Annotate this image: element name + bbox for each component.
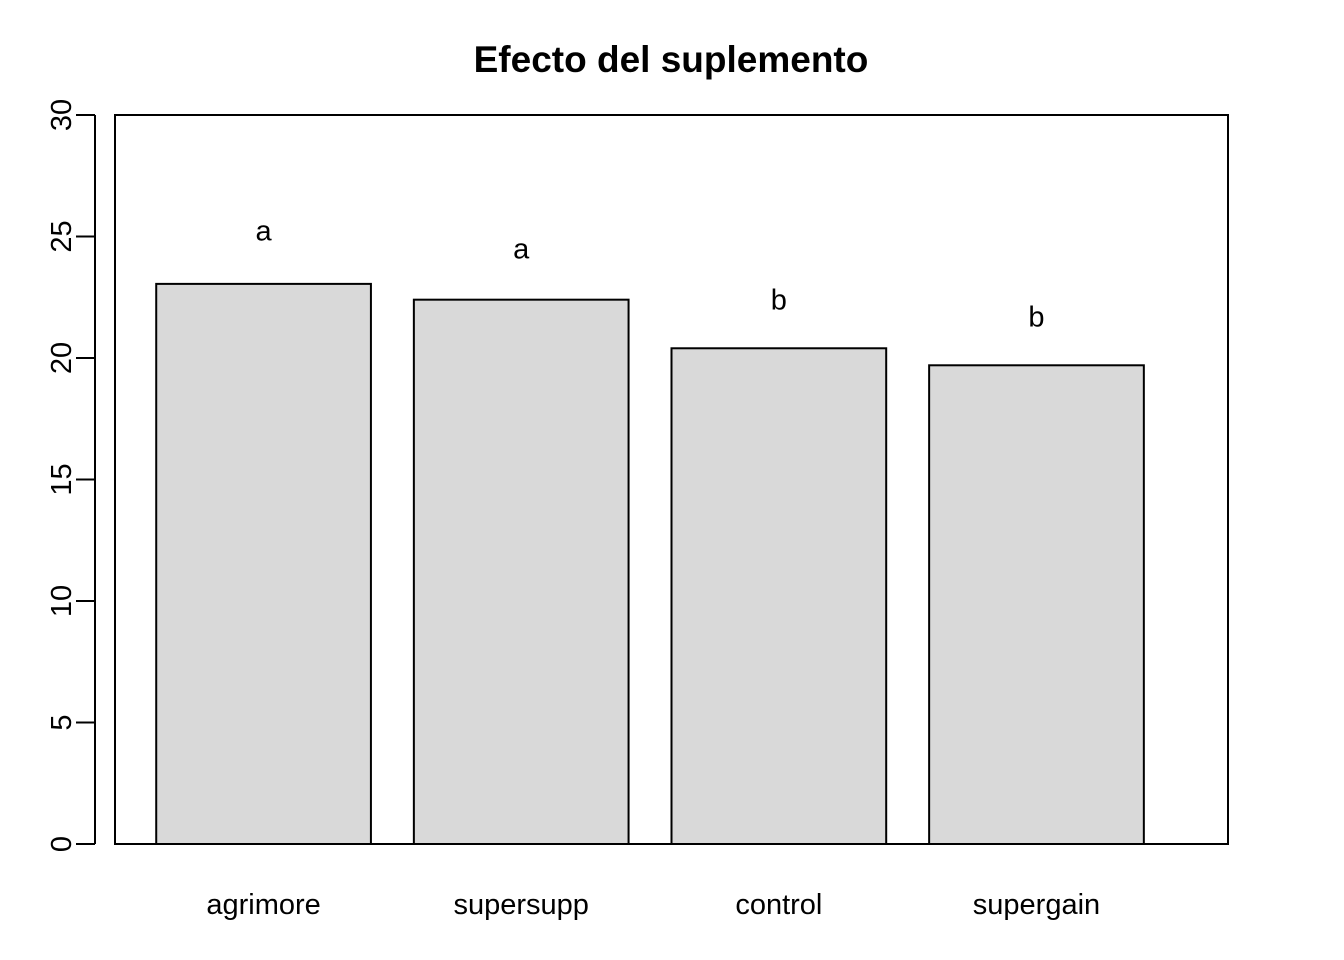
group-letters: a a b b <box>256 215 1045 333</box>
y-tick-label: 10 <box>46 585 78 617</box>
group-letter-label: a <box>256 215 273 247</box>
group-letter-label: a <box>513 234 530 266</box>
bar-control <box>670 347 888 845</box>
y-tick-label: 0 <box>46 836 78 852</box>
y-tick-label: 15 <box>46 463 78 495</box>
group-letter-label: b <box>771 285 787 317</box>
chart-title: Efecto del suplemento <box>474 39 869 80</box>
bar-supersupp <box>412 298 630 845</box>
x-tick-label: supersupp <box>453 889 588 921</box>
bar-supergain <box>928 364 1145 845</box>
bar-agrimore <box>155 282 372 845</box>
y-tick-label: 20 <box>46 342 78 374</box>
x-axis-labels: agrimore supersupp control supergain <box>206 889 1100 921</box>
x-tick-label: control <box>735 889 822 921</box>
y-tick-label: 30 <box>46 99 78 131</box>
y-axis: 0 5 10 15 20 25 30 <box>46 99 96 852</box>
bars-group <box>155 282 1145 845</box>
y-tick-label: 25 <box>46 220 78 252</box>
y-tick-label: 5 <box>46 714 78 730</box>
x-tick-label: supergain <box>973 889 1100 921</box>
group-letter-label: b <box>1028 302 1044 334</box>
x-tick-label: agrimore <box>206 889 320 921</box>
